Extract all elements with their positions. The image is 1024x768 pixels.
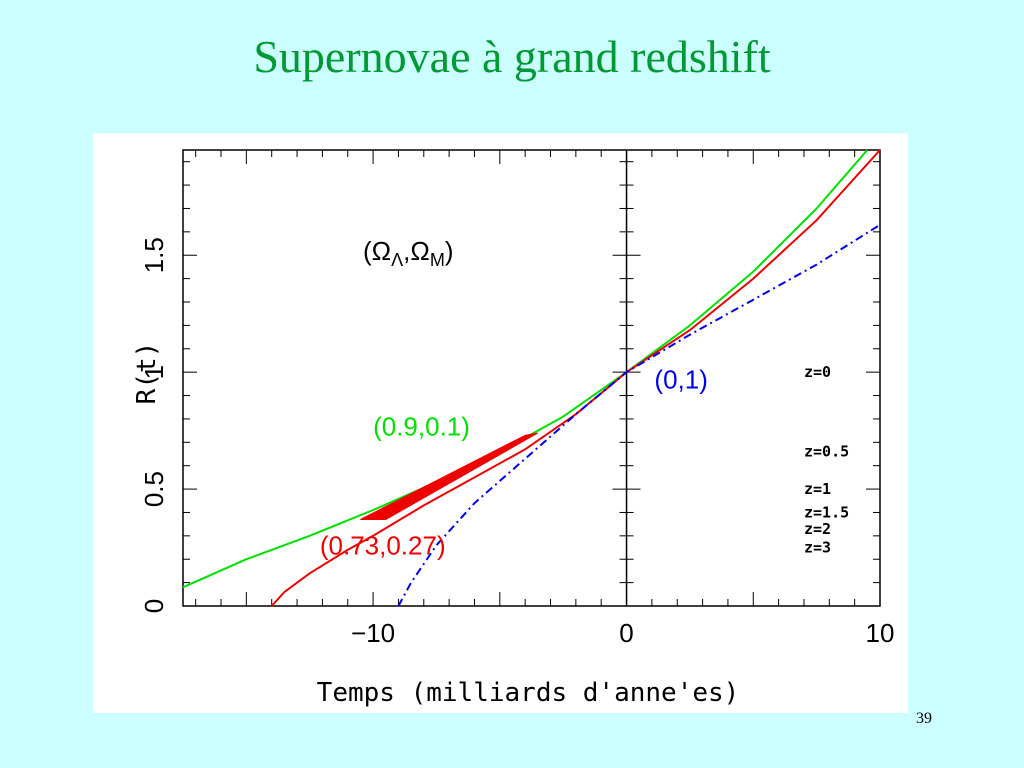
- series-annotation: (0,1): [654, 365, 707, 395]
- series-line-1: [270, 149, 881, 607]
- series-lines: [182, 149, 881, 607]
- x-axis-title: Temps (milliards d'anne'es): [317, 678, 740, 708]
- legend-title-close: ): [445, 236, 454, 266]
- page-number: 39: [916, 710, 932, 727]
- x-tick-label: −10: [351, 618, 395, 648]
- y-tick-label: 0: [139, 599, 169, 613]
- redshift-label: z=1: [804, 480, 831, 498]
- tick-marks: [183, 150, 881, 607]
- annotations: (0.9,0.1) (0.73,0.27) (0,1): [320, 365, 708, 561]
- x-tick-label: 10: [866, 618, 895, 648]
- redshift-label: z=0.5: [804, 443, 849, 461]
- series-line-2: [397, 223, 881, 607]
- legend-title-sub1: Λ: [391, 250, 403, 270]
- data-region-layer: [360, 432, 539, 520]
- redshift-label: z=1.5: [804, 503, 849, 521]
- redshift-label: z=0: [804, 363, 831, 381]
- chart: −10 0 10 0 0.5 1 1.5 (0.9,0.1) (0.73,0.27) (0,1)…: [132, 149, 894, 708]
- y-tick-label: 0.5: [139, 471, 169, 507]
- y-axis-title: R(t): [132, 342, 162, 405]
- redshift-label: z=2: [804, 520, 831, 538]
- tick-labels: −10 0 10 0 0.5 1 1.5: [139, 237, 894, 648]
- y-tick-label: 1.5: [139, 237, 169, 273]
- series-annotation: (0.73,0.27): [320, 531, 446, 561]
- series-line-0: [182, 149, 869, 589]
- chart-panel: −10 0 10 0 0.5 1 1.5 (0.9,0.1) (0.73,0.27) (0,1)…: [93, 133, 908, 713]
- x-tick-label: 0: [619, 618, 633, 648]
- slide-title: Supernovae à grand redshift: [253, 31, 771, 82]
- plot-frame: [182, 149, 881, 607]
- plot-border: [182, 149, 881, 607]
- data-region: [360, 432, 539, 520]
- legend-title: (ΩΛ,ΩM): [363, 236, 453, 270]
- redshift-labels: z=0 z=0.5 z=1 z=1.5z=2z=3: [804, 363, 849, 556]
- legend-title-sub2: M: [430, 250, 445, 270]
- redshift-label: z=3: [804, 539, 831, 557]
- y-tick-label: 1: [139, 365, 169, 379]
- legend-title-open: (Ω: [363, 236, 391, 266]
- series-annotation: (0.9,0.1): [373, 411, 470, 441]
- legend-title-mid: ,Ω: [403, 236, 430, 266]
